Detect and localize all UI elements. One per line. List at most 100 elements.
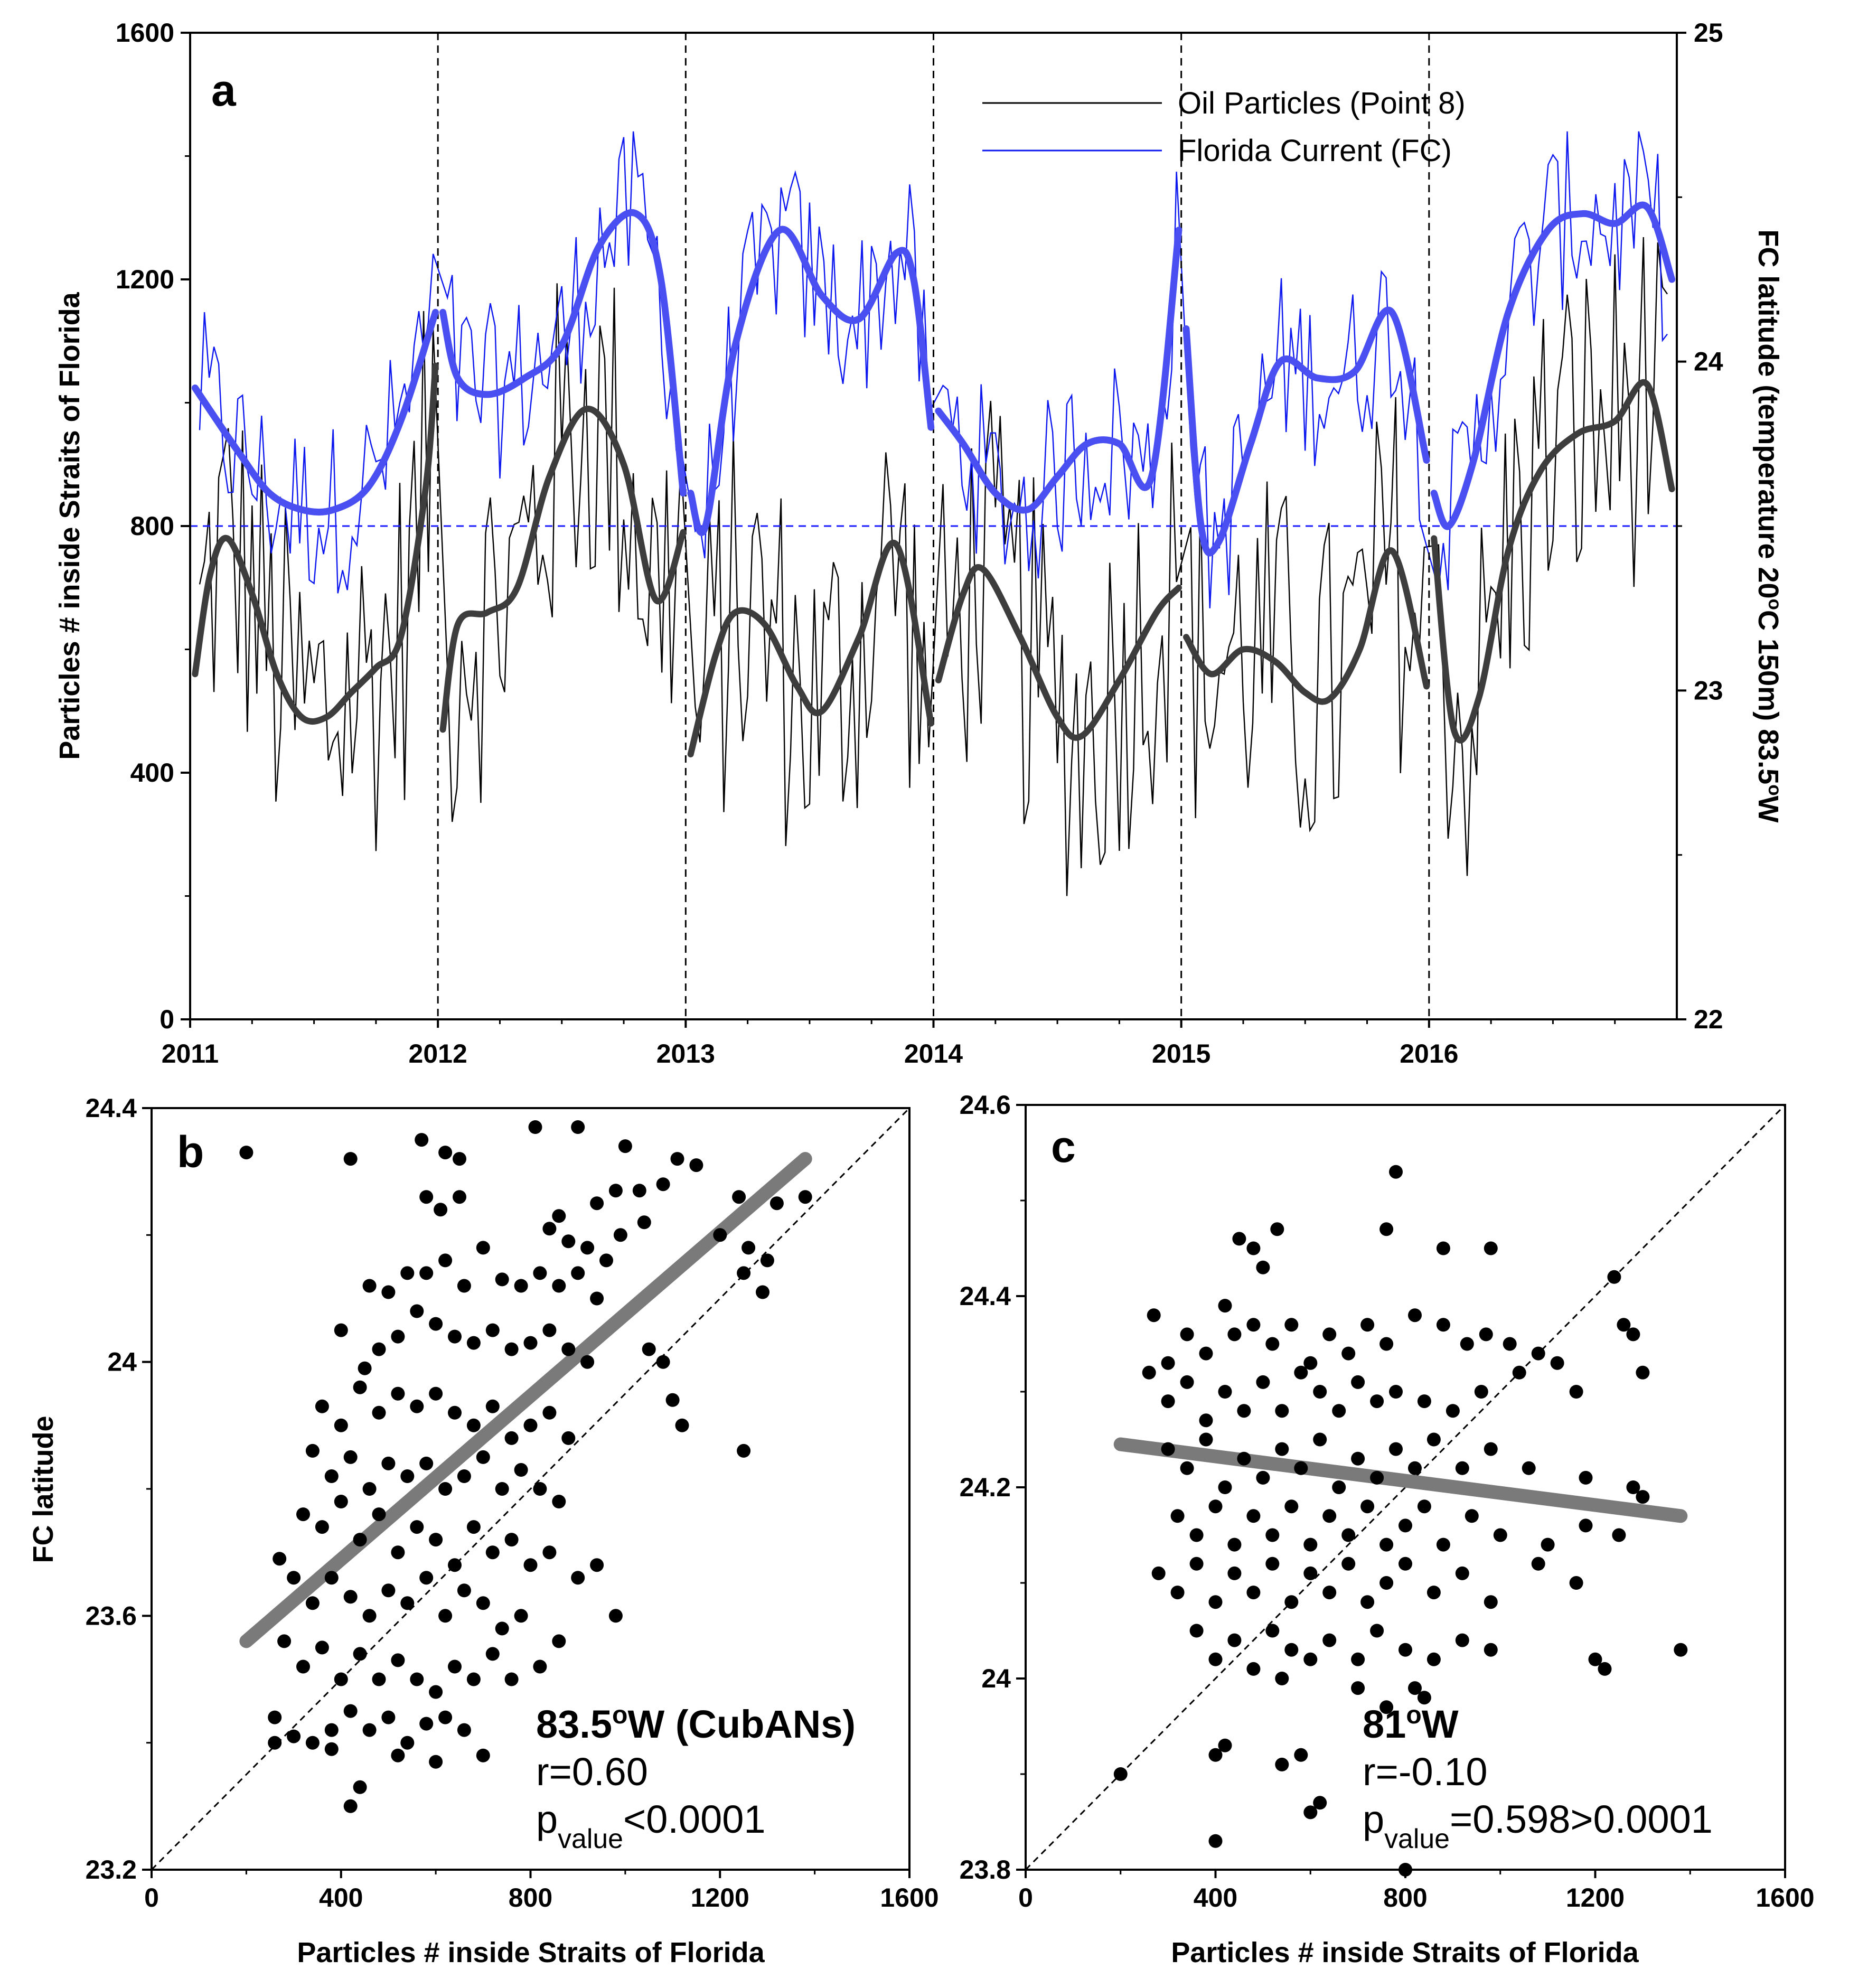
scatter-point xyxy=(504,1342,519,1356)
scatter-point xyxy=(613,1228,627,1242)
y-tick-label-24: 24 xyxy=(107,1347,137,1377)
scatter-point xyxy=(1227,1327,1242,1342)
scatter-point xyxy=(287,1571,301,1585)
scatter-point xyxy=(1218,1385,1232,1399)
scatter-point xyxy=(305,1443,320,1458)
right-tick-label-23: 23 xyxy=(1694,676,1723,705)
scatter-point xyxy=(1246,1586,1261,1600)
scatter-point xyxy=(1617,1318,1631,1332)
scatter-point xyxy=(1265,1337,1280,1351)
scatter-point xyxy=(353,1647,367,1661)
panel-c-annotation: 81oW r=-0.10 pvalue=0.598>0.0001 xyxy=(1363,1701,1713,1854)
scatter-point xyxy=(1284,1499,1299,1514)
scatter-point xyxy=(1436,1537,1450,1552)
panel-a-legend: Oil Particles (Point 8) Florida Current … xyxy=(982,86,1466,168)
scatter-point xyxy=(689,1158,703,1173)
scatter-point xyxy=(362,1609,377,1623)
scatter-point xyxy=(438,1482,453,1496)
scatter-point xyxy=(315,1399,329,1413)
scatter-point xyxy=(1313,1796,1327,1810)
scatter-point xyxy=(1569,1576,1583,1590)
scatter-point xyxy=(1626,1327,1640,1342)
panel-a-letter: a xyxy=(211,65,237,115)
scatter-point xyxy=(1322,1586,1337,1600)
scatter-point xyxy=(552,1634,566,1648)
scatter-point xyxy=(415,1133,429,1147)
scatter-point xyxy=(1341,1528,1356,1542)
scatter-point xyxy=(315,1640,329,1655)
scatter-point xyxy=(1180,1375,1194,1389)
scatter-point xyxy=(1436,1241,1450,1255)
scatter-point xyxy=(466,1672,481,1686)
scatter-point xyxy=(273,1552,287,1566)
x-tick-label-800: 800 xyxy=(509,1883,552,1912)
scatter-point xyxy=(523,1558,538,1572)
scatter-point xyxy=(334,1495,348,1508)
scatter-point xyxy=(1147,1308,1161,1323)
scatter-point xyxy=(1569,1385,1583,1399)
scatter-point xyxy=(1303,1566,1318,1580)
scatter-point xyxy=(1303,1652,1318,1666)
x-tick-label-1200: 1200 xyxy=(1566,1883,1625,1912)
scatter-point xyxy=(1294,1365,1308,1380)
scatter-point xyxy=(523,1418,538,1432)
scatter-point xyxy=(495,1621,509,1636)
scatter-point xyxy=(1379,1700,1394,1714)
scatter-point xyxy=(1161,1442,1175,1456)
left-tick-label-400: 400 xyxy=(130,758,174,787)
fc-latitude-smooth-segment-5 xyxy=(1430,201,1676,530)
scatter-point xyxy=(410,1520,424,1534)
scatter-point xyxy=(542,1222,557,1236)
scatter-point xyxy=(239,1146,254,1160)
panel-b-annotation-title: 83.5oW (CubANs) xyxy=(536,1701,856,1746)
scatter-point xyxy=(642,1342,656,1356)
scatter-point xyxy=(277,1634,292,1648)
scatter-point xyxy=(315,1520,329,1534)
x-tick-label-2015: 2015 xyxy=(1152,1039,1210,1068)
scatter-point xyxy=(381,1583,396,1598)
scatter-point xyxy=(1199,1346,1213,1361)
scatter-point xyxy=(1237,1404,1251,1418)
scatter-point xyxy=(296,1507,310,1522)
scatter-point xyxy=(1493,1528,1507,1542)
scatter-point xyxy=(448,1558,462,1572)
scatter-point xyxy=(1351,1652,1365,1666)
scatter-point xyxy=(580,1355,595,1369)
scatter-point xyxy=(287,1729,301,1743)
scatter-point xyxy=(608,1184,623,1198)
panel-c-x-axis-title: Particles # inside Straits of Florida xyxy=(1171,1937,1639,1968)
scatter-point xyxy=(1607,1270,1621,1284)
x-tick-label-1200: 1200 xyxy=(691,1883,749,1912)
scatter-point xyxy=(599,1253,613,1268)
scatter-point xyxy=(358,1361,372,1375)
scatter-point xyxy=(1180,1461,1194,1475)
scatter-point xyxy=(608,1609,623,1623)
scatter-point xyxy=(637,1215,651,1230)
scatter-point xyxy=(1370,1394,1384,1409)
scatter-point xyxy=(324,1469,339,1483)
scatter-point xyxy=(1265,1624,1280,1638)
y-tick-label-24.4: 24.4 xyxy=(960,1281,1011,1311)
panel-b-r-value: r=0.60 xyxy=(536,1750,648,1794)
scatter-point xyxy=(305,1736,320,1750)
scatter-point xyxy=(448,1405,462,1420)
scatter-point xyxy=(514,1609,528,1623)
scatter-point xyxy=(1313,1385,1327,1399)
scatter-point xyxy=(1246,1241,1261,1255)
scatter-point xyxy=(552,1279,566,1293)
scatter-point xyxy=(590,1558,604,1572)
panel-c-diagonal xyxy=(1025,1104,1786,1871)
y-tick-label-23.8: 23.8 xyxy=(960,1855,1011,1884)
scatter-point xyxy=(632,1184,646,1198)
scatter-point xyxy=(1636,1365,1650,1380)
scatter-point xyxy=(429,1755,443,1769)
scatter-point xyxy=(542,1545,557,1560)
x-tick-label-2014: 2014 xyxy=(904,1039,963,1068)
panel-c-p-value: pvalue=0.598>0.0001 xyxy=(1363,1797,1713,1854)
scatter-point xyxy=(1522,1461,1536,1475)
scatter-point xyxy=(419,1717,434,1731)
panel-b-y-axis-title: FC latitude xyxy=(27,1416,59,1563)
oil-particles-smooth-segment-5 xyxy=(1431,379,1675,744)
scatter-point xyxy=(504,1672,519,1686)
scatter-point xyxy=(1142,1365,1156,1380)
